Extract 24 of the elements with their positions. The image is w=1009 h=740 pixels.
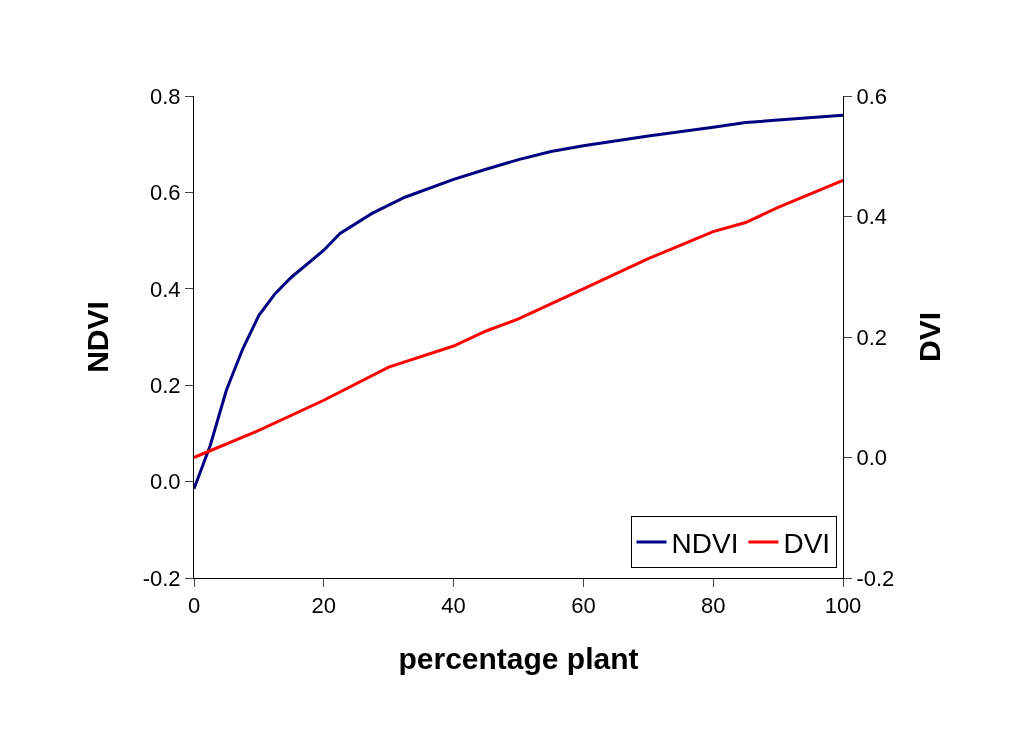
y2-axis-title: DVI bbox=[912, 311, 946, 363]
x-tick-label: 20 bbox=[311, 593, 337, 619]
line-series bbox=[194, 113, 843, 491]
y-tick-label: 0.0 bbox=[150, 469, 181, 495]
y2-tick-label: 0.4 bbox=[856, 204, 887, 230]
legend-label: NDVI bbox=[671, 527, 739, 559]
y2-tick-label: 0.2 bbox=[856, 324, 887, 350]
line-series bbox=[194, 178, 843, 459]
y2-tick-label: -0.2 bbox=[856, 565, 895, 591]
y-tick-label: 0.6 bbox=[150, 180, 181, 206]
y-axis-title: NDVI bbox=[80, 301, 114, 373]
x-tick-label: 100 bbox=[824, 593, 862, 619]
x-tick-label: 40 bbox=[441, 593, 466, 619]
y2-tick-label: 0.6 bbox=[856, 83, 887, 109]
x-tick-label: 0 bbox=[187, 593, 201, 619]
y-tick-label: 0.4 bbox=[150, 276, 181, 302]
y-tick-label: -0.2 bbox=[142, 565, 181, 591]
x-axis-title: percentage plant bbox=[398, 641, 639, 675]
y-tick-label: 0.2 bbox=[150, 372, 181, 398]
y2-tick-label: 0.0 bbox=[856, 445, 887, 471]
x-tick-label: 60 bbox=[571, 593, 596, 619]
legend-label: DVI bbox=[783, 527, 831, 559]
x-tick-label: 80 bbox=[700, 593, 726, 619]
y-tick-label: 0.8 bbox=[150, 83, 181, 109]
